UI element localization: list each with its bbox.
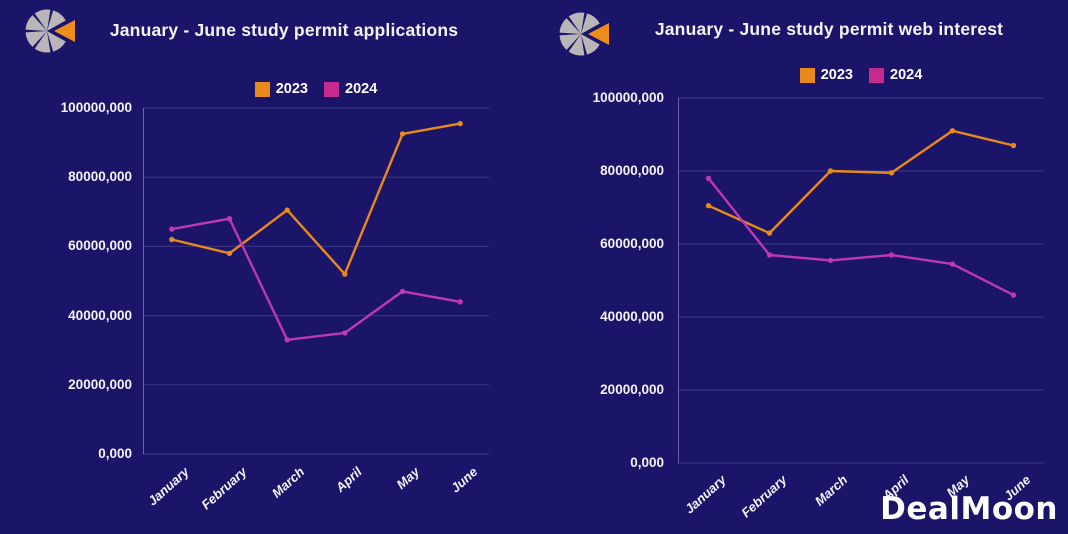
- data-point-2023: [949, 128, 956, 134]
- x-tick-label: March: [268, 464, 308, 501]
- x-tick-label: February: [198, 464, 250, 513]
- x-tick-label: March: [812, 472, 851, 509]
- data-point-2023: [1010, 142, 1017, 149]
- legend-web-interest: 2023 2024: [678, 67, 1044, 83]
- y-tick-label: 60000,000: [68, 238, 132, 254]
- x-tick-label: February: [738, 472, 790, 521]
- logo-wedge: [559, 18, 581, 34]
- logo-triangle-icon: [588, 23, 609, 45]
- series-line-2024: [170, 217, 462, 342]
- logo-wedge: [568, 12, 585, 34]
- data-point-2024: [766, 252, 773, 258]
- y-axis-labels-web-interest: 100000,000 80000,000 60000,000 40000,000 200…: [558, 90, 664, 470]
- data-point-2024: [399, 288, 406, 295]
- data-point-2024: [705, 175, 712, 181]
- logo-wedge: [47, 10, 66, 31]
- x-tick-label: May: [393, 464, 423, 493]
- x-tick-label: June: [447, 464, 481, 496]
- data-point-2023: [457, 120, 463, 127]
- series-line-2024: [707, 177, 1015, 297]
- data-point-2023: [342, 271, 348, 277]
- y-tick-label: 100000,000: [592, 90, 664, 105]
- logo-wedge: [568, 34, 585, 56]
- plot-area-web-interest: [678, 97, 1044, 464]
- logo-wedge: [581, 13, 600, 34]
- data-point-2024: [888, 252, 895, 258]
- y-tick-label: 100000,000: [60, 100, 132, 115]
- brand-pie-logo-icon: [558, 9, 610, 59]
- logo-wedge: [25, 15, 47, 31]
- y-tick-label: 60000,000: [600, 236, 664, 251]
- data-point-2024: [169, 226, 175, 232]
- y-tick-label: 20000,000: [600, 382, 664, 397]
- data-point-2024: [1010, 292, 1017, 298]
- legend-item-2024: 2024: [869, 67, 922, 83]
- y-tick-label: 80000,000: [68, 169, 132, 185]
- data-point-2023: [705, 203, 712, 209]
- y-tick-label: 0,000: [630, 455, 664, 470]
- legend-swatch-2023: [254, 81, 270, 97]
- data-point-2024: [284, 337, 290, 343]
- dealmoon-watermark: DealMoon: [880, 491, 1058, 527]
- y-tick-label: 0,000: [98, 446, 132, 461]
- y-tick-label: 20000,000: [68, 376, 132, 392]
- data-point-2023: [827, 168, 834, 174]
- chart-title-web-interest: January - June study permit web interest: [654, 19, 1004, 39]
- logo-wedge: [34, 31, 51, 53]
- logo-wedge: [559, 34, 581, 50]
- logo-wedge: [34, 9, 51, 31]
- logo-triangle-icon: [54, 20, 75, 42]
- legend-item-2023: 2023: [799, 67, 853, 83]
- series-line-2023: [170, 122, 462, 276]
- legend-label-2024: 2024: [890, 67, 923, 83]
- legend-swatch-2024: [869, 67, 884, 83]
- chart-title-applications: January - June study permit applications: [109, 20, 459, 40]
- x-axis-labels-applications: January February March April May June: [143, 459, 489, 519]
- legend-item-2023: 2023: [254, 81, 308, 97]
- legend-label-2023: 2023: [275, 81, 308, 97]
- data-point-2024: [949, 261, 956, 267]
- y-axis-labels-applications: 100000,000 80000,000 60000,000 40000,000 200…: [30, 100, 132, 461]
- y-tick-label: 40000,000: [600, 309, 664, 324]
- plot-area-applications: [143, 107, 489, 455]
- data-point-2024: [226, 216, 233, 222]
- brand-pie-logo-icon: [24, 6, 76, 56]
- legend-swatch-2023: [799, 67, 815, 83]
- legend-label-2023: 2023: [820, 67, 853, 83]
- data-point-2024: [827, 257, 834, 264]
- data-point-2024: [457, 299, 463, 305]
- legend-item-2024: 2024: [324, 81, 377, 97]
- legend-swatch-2024: [324, 81, 339, 97]
- x-tick-label: January: [681, 472, 729, 517]
- logo-wedge: [47, 31, 66, 52]
- legend-label-2024: 2024: [345, 81, 378, 97]
- data-point-2023: [169, 236, 175, 243]
- legend-applications: 2023 2024: [143, 81, 489, 97]
- data-point-2023: [226, 250, 233, 256]
- x-tick-label: April: [332, 464, 365, 495]
- series-line-2023: [707, 129, 1015, 235]
- logo-wedge: [581, 34, 600, 55]
- logo-wedge: [25, 31, 47, 47]
- data-point-2023: [766, 230, 773, 236]
- y-tick-label: 40000,000: [68, 307, 132, 323]
- data-point-2023: [399, 131, 406, 137]
- data-point-2023: [888, 170, 895, 176]
- data-point-2023: [284, 207, 290, 213]
- y-tick-label: 80000,000: [600, 163, 664, 178]
- x-tick-label: January: [144, 464, 192, 509]
- data-point-2024: [342, 330, 348, 336]
